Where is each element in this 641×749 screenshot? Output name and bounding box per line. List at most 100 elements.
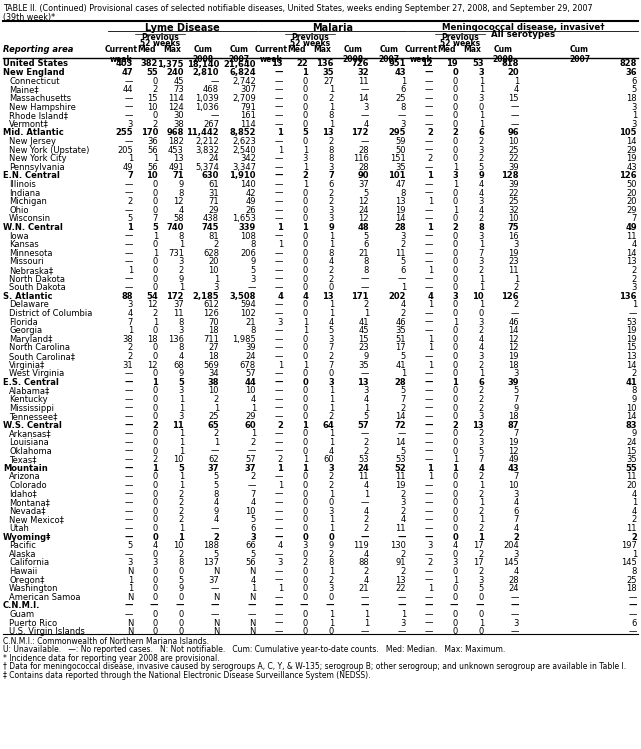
Text: 0: 0 [453, 515, 458, 524]
Text: 35: 35 [395, 163, 406, 172]
Text: 2: 2 [329, 352, 334, 361]
Text: 6: 6 [478, 128, 484, 137]
Text: Maryland‡: Maryland‡ [9, 335, 53, 344]
Text: 1,375: 1,375 [158, 59, 184, 68]
Text: 14: 14 [395, 438, 406, 447]
Text: Cum
2008: Cum 2008 [342, 45, 363, 64]
Text: 126: 126 [619, 172, 637, 181]
Text: 1: 1 [153, 154, 158, 163]
Text: —: — [274, 404, 283, 413]
Text: 1: 1 [363, 404, 369, 413]
Text: 0: 0 [453, 240, 458, 249]
Text: 0: 0 [153, 481, 158, 490]
Text: 3: 3 [329, 163, 334, 172]
Text: 1: 1 [479, 619, 484, 628]
Text: 56: 56 [147, 163, 158, 172]
Text: 0: 0 [153, 507, 158, 516]
Text: 5: 5 [363, 412, 369, 421]
Text: —: — [424, 240, 433, 249]
Text: 3: 3 [478, 68, 484, 77]
Text: 1: 1 [329, 300, 334, 309]
Text: 4: 4 [632, 507, 637, 516]
Text: —: — [397, 627, 406, 636]
Text: Missouri: Missouri [9, 258, 44, 267]
Text: —: — [124, 386, 133, 395]
Text: 0: 0 [329, 369, 334, 378]
Text: 1: 1 [178, 533, 184, 542]
Text: —: — [424, 490, 433, 499]
Text: 11: 11 [626, 473, 637, 482]
Text: 161: 161 [240, 111, 256, 120]
Text: 5: 5 [632, 85, 637, 94]
Text: 8: 8 [179, 558, 184, 567]
Text: 46: 46 [508, 318, 519, 327]
Text: 1: 1 [213, 438, 219, 447]
Text: 10: 10 [208, 386, 219, 395]
Text: —: — [274, 283, 283, 292]
Text: Med: Med [288, 45, 306, 54]
Text: 53: 53 [358, 455, 369, 464]
Text: 14: 14 [626, 412, 637, 421]
Text: 0: 0 [303, 120, 308, 129]
Text: 19: 19 [395, 481, 406, 490]
Text: 0: 0 [303, 377, 308, 386]
Text: 1: 1 [303, 326, 308, 335]
Text: 8: 8 [329, 145, 334, 154]
Text: 2: 2 [632, 515, 637, 524]
Text: 5: 5 [479, 584, 484, 593]
Text: —: — [274, 524, 283, 533]
Text: 22: 22 [395, 584, 406, 593]
Text: 0: 0 [303, 395, 308, 404]
Text: 1: 1 [303, 145, 308, 154]
Text: —: — [449, 601, 458, 610]
Text: 0: 0 [153, 404, 158, 413]
Text: 108: 108 [240, 231, 256, 240]
Text: 5: 5 [213, 481, 219, 490]
Text: —: — [274, 395, 283, 404]
Text: —: — [424, 515, 433, 524]
Text: 0: 0 [453, 266, 458, 275]
Text: 171: 171 [351, 291, 369, 300]
Text: 740: 740 [167, 223, 184, 232]
Text: 1: 1 [401, 283, 406, 292]
Text: American Samoa: American Samoa [9, 592, 81, 601]
Text: —: — [424, 180, 433, 189]
Text: 2: 2 [179, 490, 184, 499]
Text: 2: 2 [329, 137, 334, 146]
Text: —: — [424, 575, 433, 584]
Text: E.S. Central: E.S. Central [3, 377, 59, 386]
Text: —: — [210, 601, 219, 610]
Text: —: — [211, 584, 219, 593]
Text: 0: 0 [453, 507, 458, 516]
Text: 1: 1 [303, 163, 308, 172]
Text: 2: 2 [513, 300, 519, 309]
Text: 13: 13 [358, 377, 369, 386]
Text: 1: 1 [453, 163, 458, 172]
Text: 12: 12 [358, 214, 369, 223]
Text: 136: 136 [168, 335, 184, 344]
Text: 0: 0 [453, 360, 458, 369]
Text: Connecticut: Connecticut [9, 76, 60, 85]
Text: 0: 0 [303, 412, 308, 421]
Text: 1: 1 [428, 343, 433, 352]
Text: —: — [476, 601, 484, 610]
Text: —: — [124, 189, 133, 198]
Text: 44: 44 [122, 85, 133, 94]
Text: 1: 1 [329, 429, 334, 438]
Text: 15: 15 [626, 343, 637, 352]
Text: 0: 0 [479, 627, 484, 636]
Text: * Incidence data for reporting year 2008 are provisional.: * Incidence data for reporting year 2008… [3, 654, 220, 663]
Text: 13: 13 [271, 59, 283, 68]
Text: 5: 5 [251, 515, 256, 524]
Text: 1: 1 [277, 223, 283, 232]
Text: 47: 47 [121, 68, 133, 77]
Text: 0: 0 [303, 283, 308, 292]
Text: —: — [511, 111, 519, 120]
Text: 0: 0 [453, 231, 458, 240]
Text: 8: 8 [329, 249, 334, 258]
Text: 968: 968 [167, 128, 184, 137]
Text: 0: 0 [153, 180, 158, 189]
Text: —: — [274, 258, 283, 267]
Text: 16: 16 [508, 231, 519, 240]
Text: 2: 2 [329, 481, 334, 490]
